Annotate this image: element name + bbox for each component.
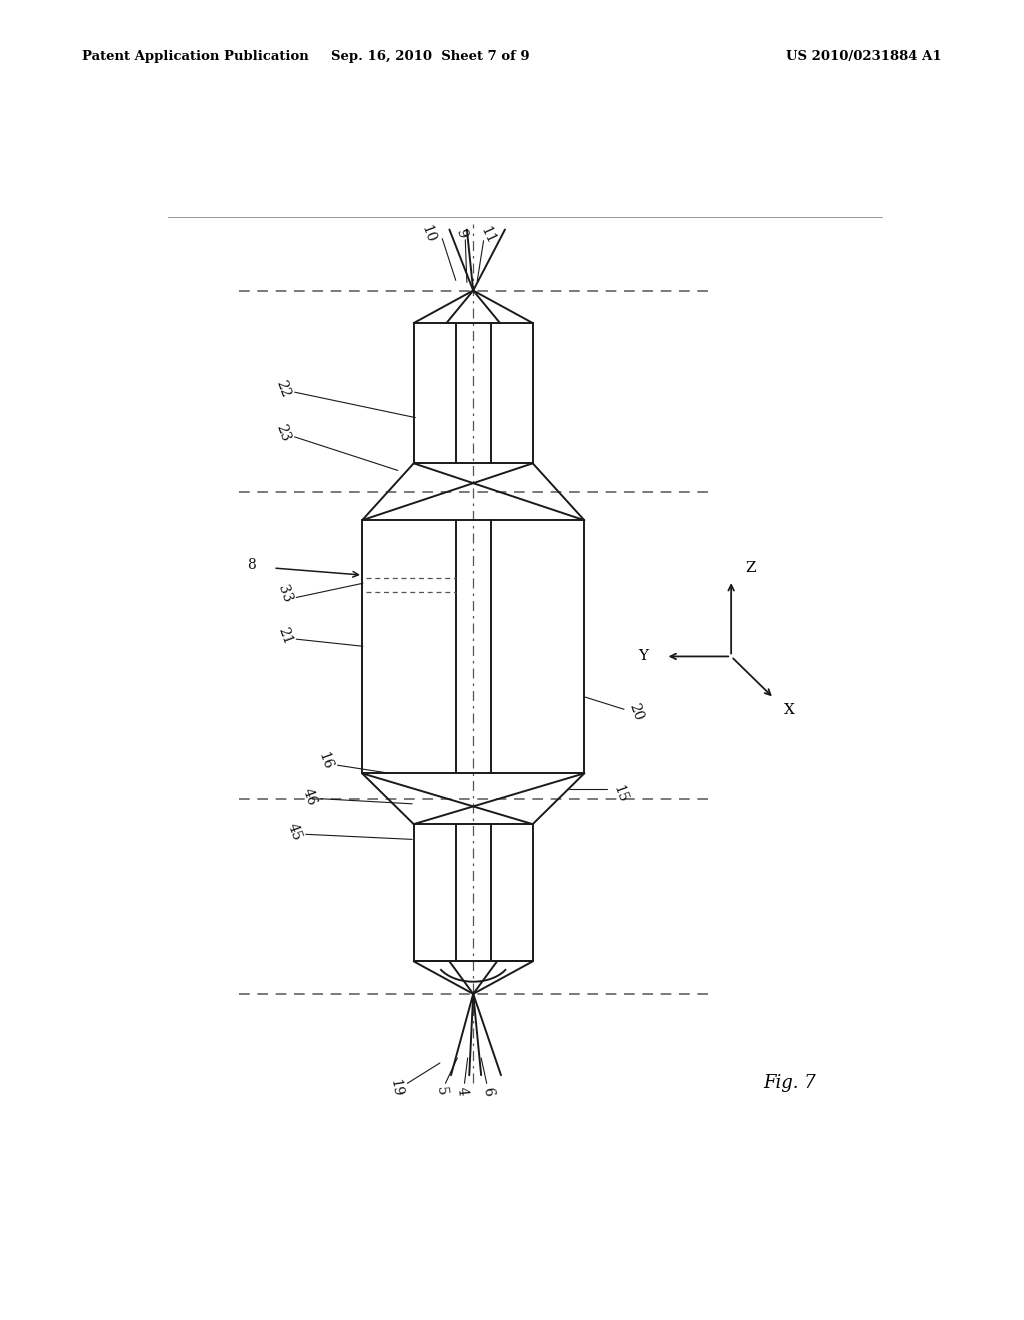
Text: 6: 6: [480, 1086, 496, 1097]
Text: Patent Application Publication: Patent Application Publication: [82, 50, 308, 63]
Text: 10: 10: [419, 223, 437, 244]
Text: 46: 46: [299, 785, 318, 808]
Text: 5: 5: [434, 1086, 449, 1097]
Text: Z: Z: [745, 561, 756, 576]
Text: 33: 33: [274, 583, 294, 605]
Text: 15: 15: [610, 783, 630, 804]
Text: 20: 20: [627, 702, 645, 723]
Text: 11: 11: [477, 224, 498, 247]
Text: 21: 21: [274, 626, 294, 647]
Text: 22: 22: [273, 379, 292, 400]
Text: US 2010/0231884 A1: US 2010/0231884 A1: [786, 50, 942, 63]
Text: 16: 16: [315, 751, 335, 772]
Text: 8: 8: [247, 558, 255, 572]
Text: 23: 23: [273, 422, 292, 444]
Text: 9: 9: [454, 227, 469, 240]
Text: Y: Y: [638, 649, 648, 664]
Text: 45: 45: [285, 821, 304, 843]
Text: 19: 19: [388, 1078, 404, 1098]
Text: Sep. 16, 2010  Sheet 7 of 9: Sep. 16, 2010 Sheet 7 of 9: [331, 50, 529, 63]
Text: X: X: [783, 704, 795, 718]
Text: 4: 4: [455, 1086, 469, 1097]
Text: Fig. 7: Fig. 7: [763, 1074, 816, 1093]
